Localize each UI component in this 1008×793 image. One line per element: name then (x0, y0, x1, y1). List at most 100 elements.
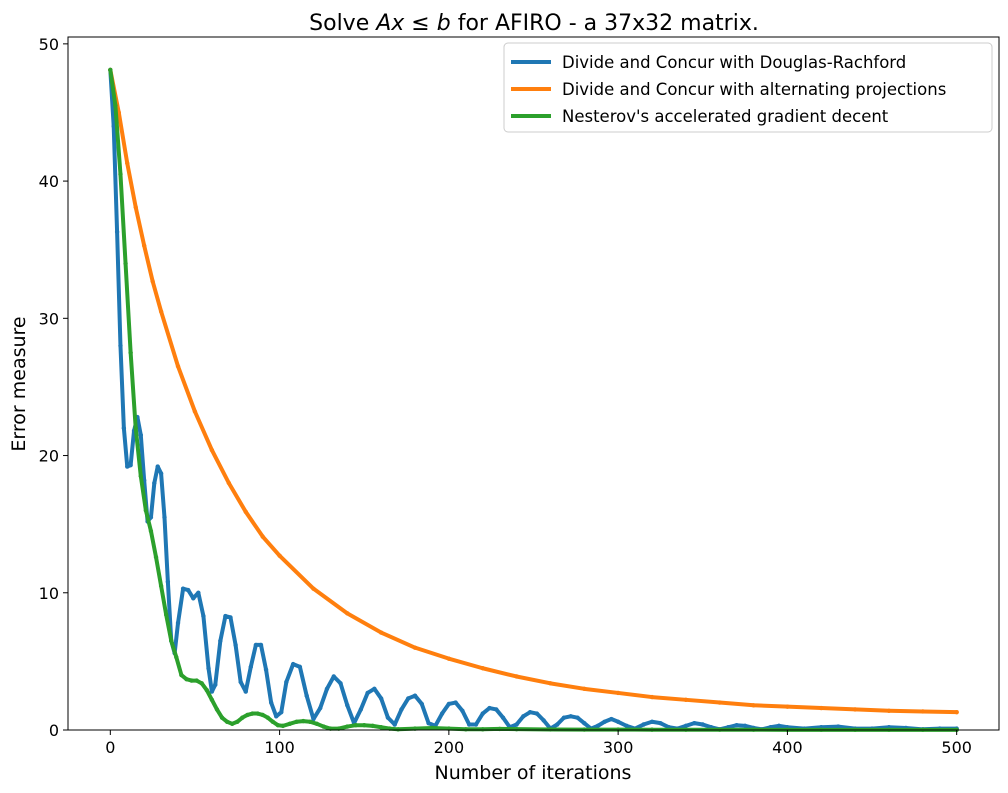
legend-box (503, 42, 993, 133)
data-point-alternating-projections (260, 534, 265, 539)
data-point-douglas-rachford (406, 696, 411, 701)
data-point-nesterov (128, 350, 133, 355)
legend-label-nesterov: Nesterov's accelerated gradient decent (562, 107, 889, 126)
series-line-alternating-projections (108, 67, 959, 715)
y-tick-label: 20 (39, 447, 59, 466)
data-point-douglas-rachford (473, 722, 479, 727)
x-tick-label: 500 (941, 738, 972, 757)
data-point-alternating-projections (954, 709, 959, 715)
data-point-douglas-rachford (582, 720, 587, 726)
data-point-nesterov (345, 724, 350, 729)
data-point-douglas-rachford (209, 689, 215, 694)
data-point-alternating-projections (852, 707, 858, 712)
data-point-nesterov (240, 715, 245, 720)
data-point-douglas-rachford (297, 664, 303, 670)
x-tick-label: 400 (772, 738, 803, 757)
y-tick-label: 50 (39, 35, 59, 54)
data-point-alternating-projections (150, 279, 155, 284)
data-point-alternating-projections (243, 509, 248, 515)
legend-label-alternating-projections: Divide and Concur with alternating proje… (562, 80, 946, 99)
data-point-douglas-rachford (392, 722, 397, 727)
x-tick-label: 100 (264, 738, 295, 757)
data-point-douglas-rachford (595, 723, 601, 729)
data-point-nesterov (153, 554, 159, 560)
data-point-douglas-rachford (514, 722, 519, 727)
data-point-douglas-rachford (253, 642, 259, 648)
data-point-douglas-rachford (180, 586, 186, 591)
data-point-alternating-projections (548, 681, 553, 686)
data-point-douglas-rachford (700, 722, 705, 727)
data-point-douglas-rachford (345, 703, 350, 708)
x-tick-label: 0 (105, 738, 115, 757)
data-point-douglas-rachford (378, 696, 384, 701)
data-point-nesterov (265, 715, 270, 720)
data-point-douglas-rachford (338, 681, 343, 686)
data-point-nesterov (370, 723, 375, 729)
data-point-douglas-rachford (649, 719, 655, 724)
data-point-alternating-projections (819, 705, 824, 711)
data-point-douglas-rachford (683, 723, 689, 729)
data-point-douglas-rachford (742, 723, 748, 729)
data-point-douglas-rachford (201, 613, 206, 619)
data-point-nesterov (480, 727, 485, 732)
data-point-douglas-rachford (318, 705, 323, 711)
data-point-nesterov (250, 711, 255, 716)
data-point-nesterov (287, 721, 292, 727)
data-point-nesterov (294, 719, 299, 724)
data-point-nesterov (314, 721, 320, 727)
data-point-nesterov (163, 612, 169, 617)
data-point-douglas-rachford (111, 124, 116, 129)
data-point-douglas-rachford (412, 693, 418, 698)
data-point-alternating-projections (141, 243, 147, 248)
data-point-nesterov (113, 103, 118, 108)
data-point-douglas-rachford (494, 707, 499, 712)
y-tick-label: 0 (49, 721, 59, 740)
data-point-douglas-rachford (835, 724, 841, 729)
data-point-douglas-rachford (541, 718, 546, 723)
data-point-nesterov (548, 727, 553, 732)
data-point-douglas-rachford (568, 714, 573, 719)
data-point-nesterov (229, 721, 235, 727)
data-point-douglas-rachford (213, 682, 218, 687)
data-point-alternating-projections (886, 708, 892, 713)
data-point-douglas-rachford (460, 708, 465, 713)
data-point-nesterov (169, 638, 174, 643)
data-point-douglas-rachford (121, 425, 127, 431)
data-point-nesterov (429, 725, 435, 731)
data-point-alternating-projections (412, 645, 418, 650)
data-point-douglas-rachford (521, 714, 526, 719)
data-point-douglas-rachford (155, 464, 160, 469)
data-point-douglas-rachford (118, 343, 123, 348)
data-point-alternating-projections (649, 694, 655, 700)
data-point-douglas-rachford (128, 462, 133, 468)
data-point-nesterov (143, 508, 149, 513)
data-point-nesterov (138, 473, 143, 479)
data-point-douglas-rachford (561, 715, 567, 720)
data-point-douglas-rachford (466, 722, 472, 727)
data-point-alternating-projections (175, 364, 181, 369)
data-point-nesterov (174, 655, 179, 660)
data-point-douglas-rachford (274, 714, 279, 719)
data-point-alternating-projections (158, 309, 164, 314)
legend-entry-douglas-rachford: Divide and Concur with Douglas-Rachford (511, 53, 906, 72)
data-point-douglas-rachford (453, 700, 458, 705)
data-point-douglas-rachford (358, 707, 364, 712)
data-point-douglas-rachford (500, 715, 506, 720)
data-point-douglas-rachford (279, 709, 284, 715)
data-point-nesterov (378, 725, 384, 730)
data-point-douglas-rachford (304, 693, 309, 698)
data-point-douglas-rachford (268, 700, 274, 705)
data-point-alternating-projections (446, 656, 452, 661)
data-point-douglas-rachford (446, 701, 452, 707)
data-point-nesterov (307, 719, 313, 724)
data-point-douglas-rachford (125, 464, 130, 469)
data-point-douglas-rachford (152, 480, 157, 486)
data-point-douglas-rachford (624, 723, 629, 729)
series-alternating-projections (108, 67, 959, 715)
data-point-douglas-rachford (223, 613, 228, 619)
data-point-nesterov (204, 688, 209, 693)
data-point-alternating-projections (514, 674, 519, 679)
data-point-alternating-projections (615, 690, 621, 696)
data-point-nesterov (245, 712, 250, 718)
